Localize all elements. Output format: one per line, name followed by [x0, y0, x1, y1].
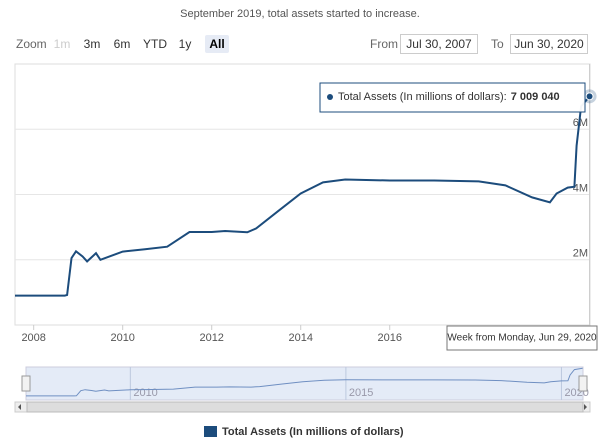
tooltip-text: Total Assets (In millions of dollars): 7 … — [338, 91, 560, 103]
legend-label: Total Assets (In millions of dollars) — [222, 426, 404, 438]
navigator-handle — [21, 375, 31, 392]
to-label: To — [491, 37, 504, 51]
tooltip-value: 7 009 040 — [511, 91, 560, 103]
navigator-handle — [578, 375, 588, 392]
x-tick-label: 2014 — [288, 332, 312, 344]
to-input[interactable]: Jun 30, 2020 — [510, 34, 588, 54]
range-button[interactable]: 3m — [83, 37, 101, 51]
y-tick-label: 2M — [573, 248, 588, 260]
from-label: From — [370, 37, 398, 51]
caption: September 2019, total assets started to … — [180, 8, 420, 20]
from-input[interactable]: Jul 30, 2007 — [400, 34, 478, 54]
x-tooltip-box — [446, 325, 598, 351]
range-button[interactable]: 1y — [178, 37, 192, 51]
y-tick-label: 6M — [573, 117, 588, 129]
x-tick-label: 2016 — [377, 332, 401, 344]
navigator-tick-label: 2015 — [349, 387, 373, 399]
tooltip-box — [319, 82, 586, 113]
range-button: 1m — [53, 37, 71, 51]
range-button[interactable]: All — [205, 35, 229, 53]
hover-point — [585, 92, 594, 101]
x-tooltip: Week from Monday, Jun 29, 2020 — [447, 333, 597, 344]
range-button[interactable]: YTD — [143, 37, 167, 51]
navigator-line — [26, 367, 583, 397]
x-tick-label: 2012 — [199, 332, 223, 344]
y-tick-label: 4M — [573, 182, 588, 194]
zoom-label: Zoom — [16, 37, 47, 51]
scrollbar-thumb — [26, 401, 584, 413]
range-button[interactable]: 6m — [113, 37, 131, 51]
navigator-tick-label: 2010 — [133, 387, 157, 399]
tooltip-dot — [327, 94, 333, 100]
x-tick-label: 2010 — [110, 332, 134, 344]
tooltip-series: Total Assets (In millions of dollars): — [338, 91, 507, 103]
line — [15, 95, 591, 297]
legend-swatch — [204, 426, 217, 437]
x-tick-label: 2008 — [21, 332, 45, 344]
navigator-mask — [25, 366, 584, 401]
